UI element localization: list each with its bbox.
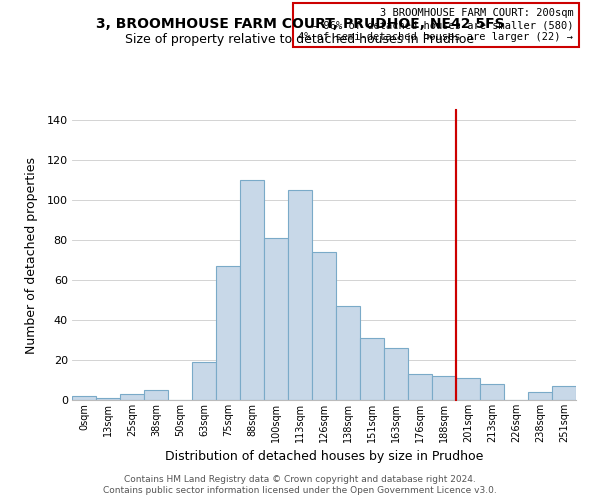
Bar [216,266,240,400]
Text: 3, BROOMHOUSE FARM COURT, PRUDHOE, NE42 5FS: 3, BROOMHOUSE FARM COURT, PRUDHOE, NE42 … [95,18,505,32]
Bar [552,386,576,400]
Bar [384,348,408,400]
Bar [192,362,216,400]
Bar [288,190,312,400]
Text: Contains HM Land Registry data © Crown copyright and database right 2024.: Contains HM Land Registry data © Crown c… [124,475,476,484]
Bar [120,394,144,400]
Bar [528,392,552,400]
Bar [432,376,456,400]
Bar [240,180,264,400]
Bar [480,384,504,400]
Bar [96,398,120,400]
Bar [72,396,96,400]
Y-axis label: Number of detached properties: Number of detached properties [25,156,38,354]
Bar [264,238,288,400]
Text: Size of property relative to detached houses in Prudhoe: Size of property relative to detached ho… [125,32,475,46]
Text: Contains public sector information licensed under the Open Government Licence v3: Contains public sector information licen… [103,486,497,495]
Text: 3 BROOMHOUSE FARM COURT: 200sqm
← 96% of detached houses are smaller (580)
4% of: 3 BROOMHOUSE FARM COURT: 200sqm ← 96% of… [298,8,574,42]
Bar [360,338,384,400]
Bar [408,374,432,400]
Bar [312,252,336,400]
Bar [144,390,168,400]
Bar [456,378,480,400]
Bar [336,306,360,400]
X-axis label: Distribution of detached houses by size in Prudhoe: Distribution of detached houses by size … [165,450,483,464]
